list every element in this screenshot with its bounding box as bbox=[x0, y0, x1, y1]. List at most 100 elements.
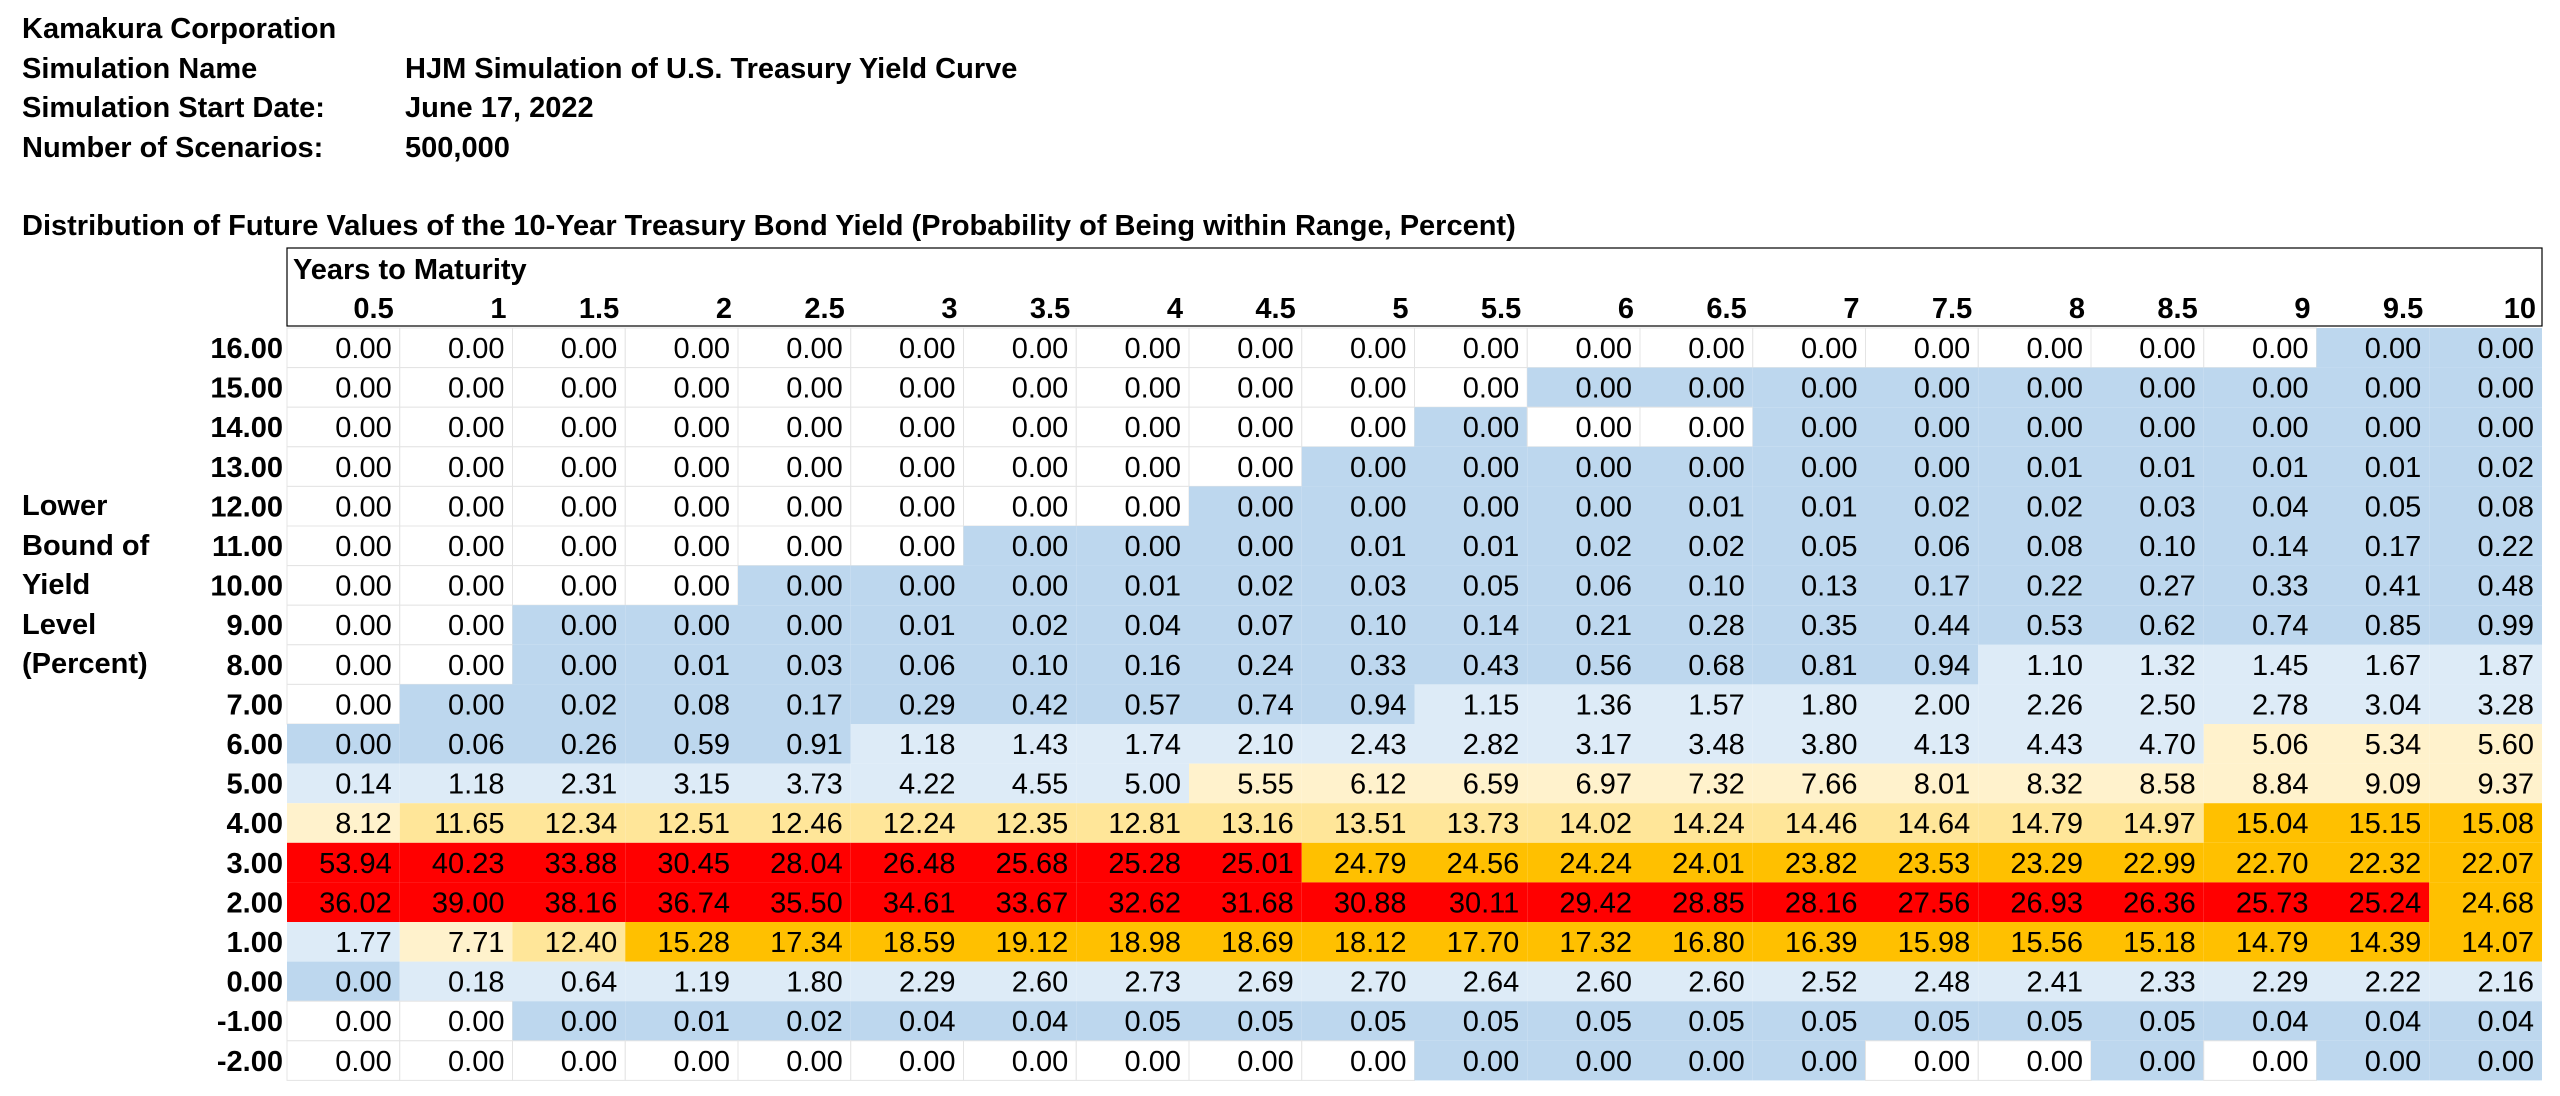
cell-value-label: 3.17 bbox=[1576, 729, 1632, 761]
cell-value-label: 0.02 bbox=[786, 1006, 842, 1038]
heatmap-cell bbox=[624, 485, 739, 527]
cell-value-label: 0.00 bbox=[448, 491, 504, 523]
heatmap-cell bbox=[738, 842, 851, 883]
cell-value-label: 1.18 bbox=[448, 769, 504, 801]
heatmap-cell bbox=[850, 922, 964, 962]
heatmap-cell bbox=[1640, 1040, 1753, 1081]
cell-value-label: 16.80 bbox=[1672, 927, 1745, 959]
heatmap-cell bbox=[399, 961, 513, 1002]
heatmap-cell bbox=[625, 922, 738, 962]
heatmap-cell bbox=[1640, 922, 1753, 962]
cell-value-label: 0.00 bbox=[1012, 571, 1068, 603]
heatmap-cell bbox=[2091, 644, 2204, 685]
cell-value-label: 0.00 bbox=[2252, 333, 2308, 365]
row-tick-label: 15.00 bbox=[210, 373, 283, 405]
cell-value-label: 0.00 bbox=[1350, 412, 1406, 444]
heatmap-cell bbox=[2316, 684, 2430, 724]
cell-value-label: 0.00 bbox=[561, 373, 617, 405]
cell-value-label: 0.00 bbox=[674, 531, 730, 563]
heatmap-cell bbox=[1189, 1001, 1302, 1041]
cell-value-label: 0.94 bbox=[1914, 650, 1970, 682]
cell-value-label: 0.00 bbox=[1801, 452, 1857, 484]
cell-value-label: 15.15 bbox=[2349, 808, 2422, 840]
heatmap-cell bbox=[286, 367, 401, 408]
y-axis-label: Lower Bound of Yield Level (Percent) bbox=[22, 487, 149, 685]
heatmap-cell bbox=[2316, 565, 2430, 606]
heatmap-cell bbox=[2203, 1001, 2317, 1041]
heatmap-cell bbox=[1865, 486, 1979, 526]
cell-value-label: 0.27 bbox=[2139, 571, 2195, 603]
heatmap-cell bbox=[287, 842, 400, 883]
cell-value-label: 0.22 bbox=[2478, 531, 2534, 563]
cell-value-label: 0.81 bbox=[1801, 650, 1857, 682]
cell-value-label: 0.00 bbox=[1914, 452, 1970, 484]
heatmap-cell bbox=[1414, 565, 1528, 606]
cell-value-label: 25.24 bbox=[2349, 887, 2422, 919]
heatmap-cell bbox=[287, 763, 400, 804]
heatmap-cell bbox=[1076, 724, 1189, 764]
cell-value-label: 0.06 bbox=[899, 650, 955, 682]
row-tick-label: 11.00 bbox=[212, 531, 283, 563]
heatmap-cell bbox=[1978, 486, 2091, 526]
cell-value-label: 8.58 bbox=[2139, 769, 2195, 801]
heatmap-cell bbox=[2203, 763, 2317, 804]
cell-value-label: 0.05 bbox=[1237, 1006, 1293, 1038]
cell-value-label: 25.68 bbox=[996, 848, 1069, 880]
cell-value-label: 30.11 bbox=[1449, 887, 1519, 919]
cell-value-label: 0.00 bbox=[335, 333, 391, 365]
heatmap-cell bbox=[1752, 486, 1866, 526]
heatmap-cell bbox=[1301, 882, 1415, 922]
row-tick-label: 3.00 bbox=[227, 848, 283, 880]
cell-value-label: 6.12 bbox=[1350, 769, 1406, 801]
cell-value-label: 2.16 bbox=[2478, 967, 2534, 999]
heatmap-cell bbox=[2316, 922, 2430, 962]
heatmap-cell bbox=[1076, 842, 1189, 883]
heatmap-cell bbox=[1865, 407, 1979, 447]
cell-value-label: 0.10 bbox=[1688, 571, 1744, 603]
heatmap-cell bbox=[963, 526, 1077, 566]
cell-value-label: 0.00 bbox=[1237, 333, 1293, 365]
heatmap-cell bbox=[286, 604, 401, 646]
heatmap-cell bbox=[399, 1000, 513, 1042]
heatmap-cell bbox=[624, 565, 739, 606]
cell-value-label: 0.00 bbox=[1012, 412, 1068, 444]
cell-value-label: 0.00 bbox=[674, 373, 730, 405]
cell-value-label: 12.40 bbox=[545, 927, 618, 959]
heatmap-cell bbox=[1752, 526, 1866, 566]
cell-value-label: 0.00 bbox=[1012, 333, 1068, 365]
cell-value-label: 5.00 bbox=[1125, 769, 1181, 801]
cell-value-label: 0.00 bbox=[561, 412, 617, 444]
cell-value-label: 0.00 bbox=[1350, 452, 1406, 484]
heatmap-cell bbox=[1978, 526, 2091, 566]
cell-value-label: 0.00 bbox=[1237, 531, 1293, 563]
heatmap-cell bbox=[399, 1040, 513, 1081]
cell-value-label: 0.94 bbox=[1350, 689, 1406, 721]
cell-value-label: 0.00 bbox=[786, 531, 842, 563]
heatmap-cell bbox=[2091, 961, 2204, 1002]
cell-value-label: 0.00 bbox=[1350, 1046, 1406, 1078]
row-tick-label: -1.00 bbox=[217, 1006, 283, 1038]
heatmap-cell bbox=[1527, 803, 1640, 843]
cell-value-label: 22.70 bbox=[2236, 848, 2309, 880]
cell-value-label: 0.00 bbox=[561, 491, 617, 523]
heatmap-cell bbox=[850, 882, 964, 922]
heatmap-cell bbox=[738, 644, 851, 685]
heatmap-cell bbox=[512, 446, 626, 487]
heatmap-cell bbox=[1301, 842, 1415, 883]
cell-value-label: 0.00 bbox=[1125, 491, 1181, 523]
heatmap-cell bbox=[1075, 367, 1190, 408]
cell-value-label: 0.08 bbox=[2027, 531, 2083, 563]
heatmap-cell bbox=[963, 882, 1077, 922]
heatmap-cell bbox=[1527, 922, 1640, 962]
heatmap-cell bbox=[286, 683, 401, 725]
cell-value-label: 0.00 bbox=[1576, 373, 1632, 405]
heatmap-cell bbox=[287, 922, 400, 962]
heatmap-cell bbox=[1640, 763, 1753, 804]
cell-value-label: 0.16 bbox=[1125, 650, 1181, 682]
heatmap-cell bbox=[1752, 724, 1866, 764]
cell-value-label: 14.46 bbox=[1785, 808, 1858, 840]
cell-value-label: 0.00 bbox=[561, 571, 617, 603]
cell-value-label: 24.24 bbox=[1559, 848, 1632, 880]
cell-value-label: 0.00 bbox=[561, 452, 617, 484]
cell-value-label: 0.00 bbox=[1012, 531, 1068, 563]
